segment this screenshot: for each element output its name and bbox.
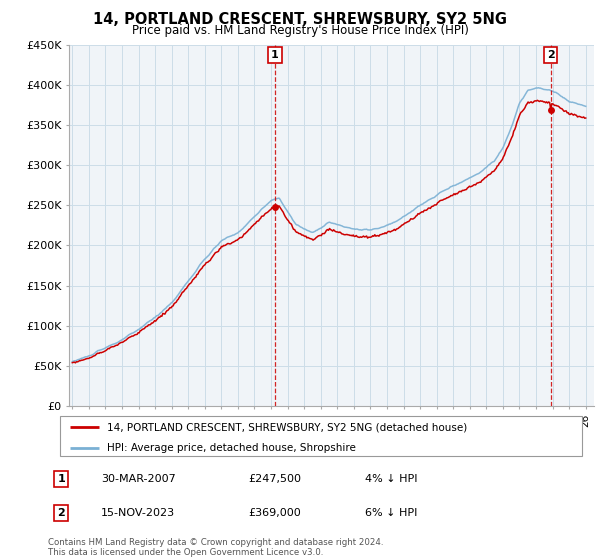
Text: Contains HM Land Registry data © Crown copyright and database right 2024.
This d: Contains HM Land Registry data © Crown c…: [48, 538, 383, 557]
Text: HPI: Average price, detached house, Shropshire: HPI: Average price, detached house, Shro…: [107, 442, 356, 452]
Text: 1: 1: [58, 474, 65, 484]
Text: £369,000: £369,000: [248, 508, 301, 519]
Text: 15-NOV-2023: 15-NOV-2023: [101, 508, 175, 519]
Text: £247,500: £247,500: [248, 474, 302, 484]
Text: 2: 2: [58, 508, 65, 519]
Text: 4% ↓ HPI: 4% ↓ HPI: [365, 474, 418, 484]
Text: 30-MAR-2007: 30-MAR-2007: [101, 474, 176, 484]
Text: 14, PORTLAND CRESCENT, SHREWSBURY, SY2 5NG (detached house): 14, PORTLAND CRESCENT, SHREWSBURY, SY2 5…: [107, 422, 467, 432]
Text: 1: 1: [271, 50, 279, 60]
Text: 6% ↓ HPI: 6% ↓ HPI: [365, 508, 417, 519]
Text: 14, PORTLAND CRESCENT, SHREWSBURY, SY2 5NG: 14, PORTLAND CRESCENT, SHREWSBURY, SY2 5…: [93, 12, 507, 27]
FancyBboxPatch shape: [60, 416, 582, 456]
Text: 2: 2: [547, 50, 554, 60]
Text: Price paid vs. HM Land Registry's House Price Index (HPI): Price paid vs. HM Land Registry's House …: [131, 24, 469, 36]
